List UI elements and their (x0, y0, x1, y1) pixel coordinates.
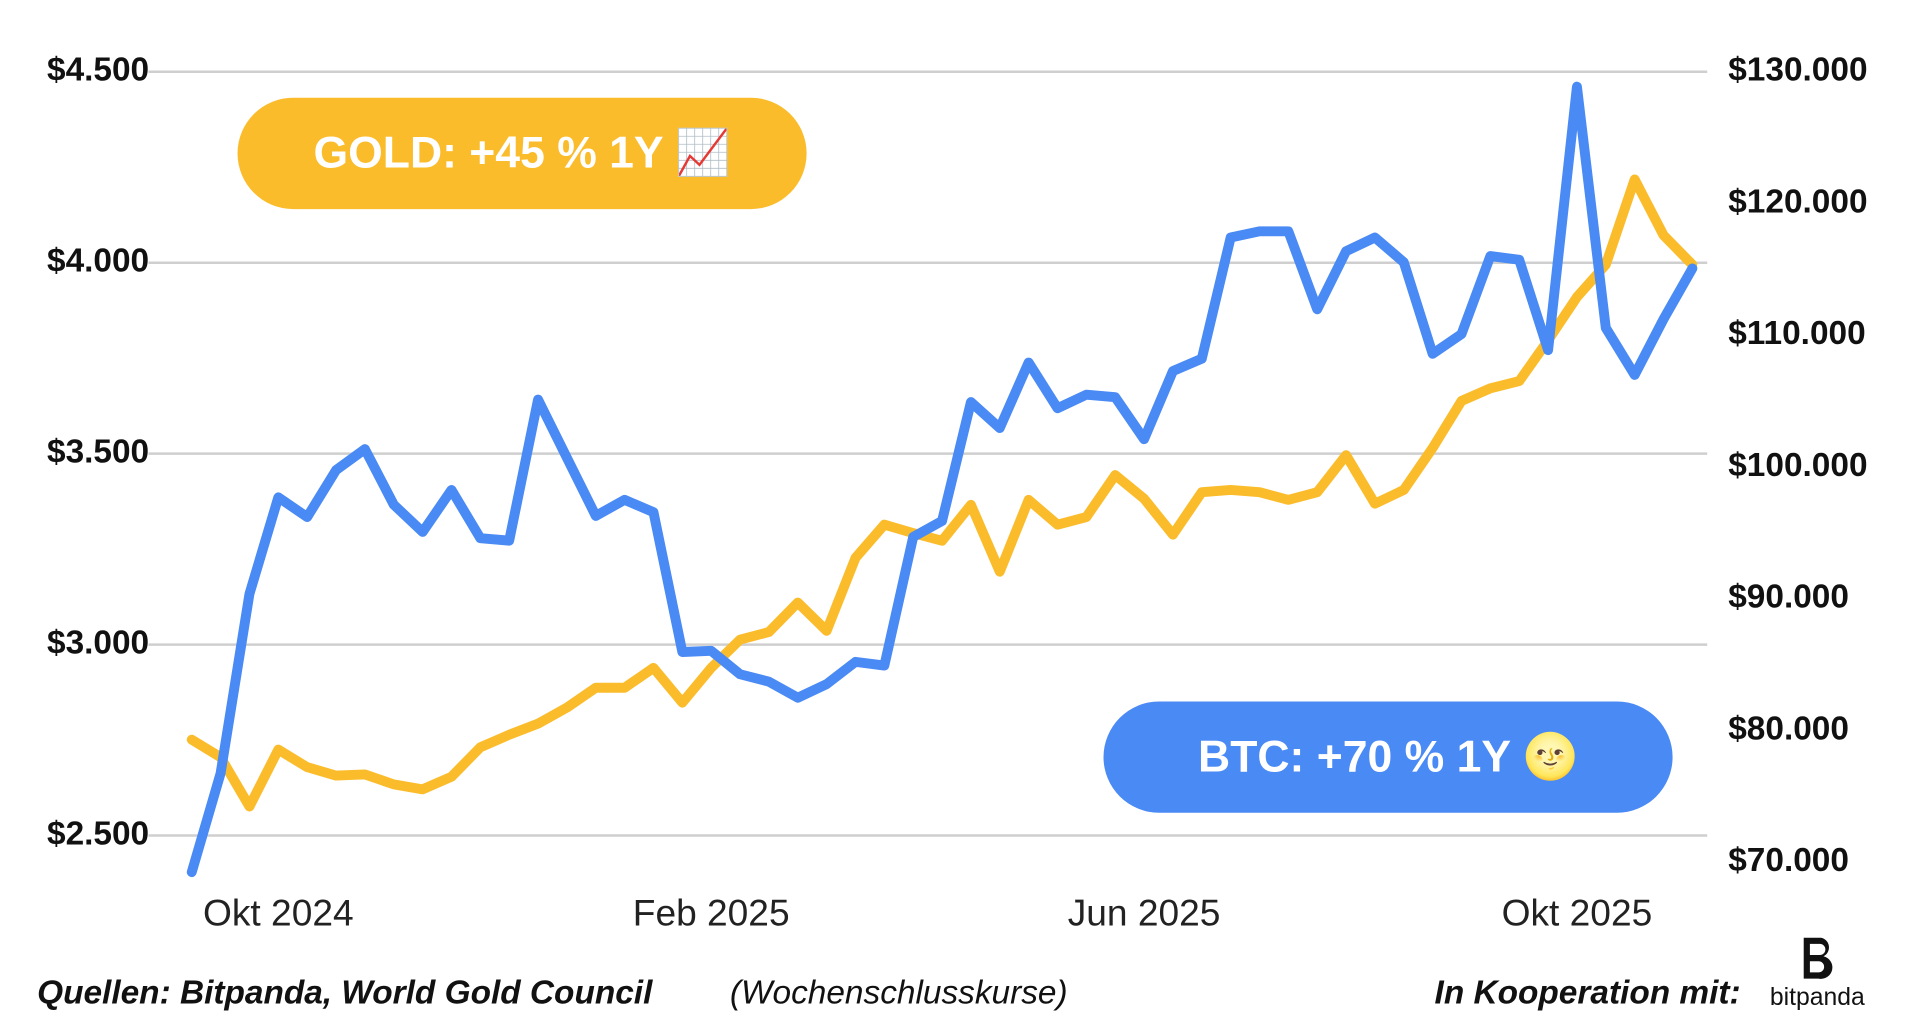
source-note: (Wochenschlusskurse) (730, 974, 1068, 1011)
x-tick-label: Okt 2024 (203, 891, 354, 933)
line-series (186, 174, 1698, 812)
annotation-pill (1103, 701, 1673, 813)
x-tick-label: Okt 2025 (1502, 891, 1653, 933)
partner: In Kooperation mit: (1435, 974, 1741, 1011)
annotation: GOLD: +45 % 1Y 📈 (237, 97, 807, 210)
source: Quellen: Bitpanda, World Gold Council (37, 974, 653, 1011)
y2-tick-label: $100.000 (1728, 447, 1867, 484)
y2-tick-label: $80.000 (1728, 710, 1849, 747)
annotation-pill (237, 97, 807, 210)
partner-logo-icon (1803, 937, 1833, 979)
partner-logo-text: bitpanda (1770, 984, 1865, 1011)
x-tick-label: Feb 2025 (633, 891, 790, 933)
y-tick-label: $4.000 (47, 243, 149, 280)
annotation-text: GOLD: +45 % 1Y 📈 (314, 127, 731, 178)
y2-tick-label: $120.000 (1728, 183, 1867, 220)
y2-tick-label: $70.000 (1728, 842, 1849, 879)
y-tick-label: $3.500 (47, 433, 149, 470)
annotation: BTC: +70 % 1Y 🌝 (1103, 701, 1673, 813)
x-tick-label: Jun 2025 (1068, 891, 1221, 933)
line-series (186, 81, 1698, 878)
y-tick-label: $2.500 (47, 815, 149, 852)
y-tick-label: $3.000 (47, 624, 149, 661)
annotation-text: BTC: +70 % 1Y 🌝 (1198, 730, 1578, 781)
y-tick-label: $4.500 (47, 52, 149, 89)
y2-tick-label: $130.000 (1728, 52, 1867, 89)
y2-tick-label: $110.000 (1728, 315, 1865, 352)
y2-tick-label: $90.000 (1728, 579, 1849, 616)
